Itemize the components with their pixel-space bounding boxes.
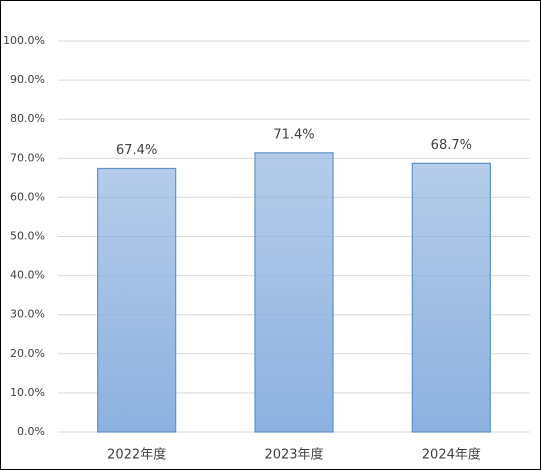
y-tick-label: 80.0% bbox=[10, 112, 45, 125]
x-tick-label: 2024年度 bbox=[422, 447, 481, 463]
x-tick-label: 2022年度 bbox=[107, 447, 166, 463]
value-label: 67.4% bbox=[116, 143, 157, 158]
bar bbox=[97, 167, 177, 433]
y-tick-label: 0.0% bbox=[17, 425, 45, 438]
bar bbox=[254, 152, 334, 433]
y-tick-label: 20.0% bbox=[10, 347, 45, 360]
value-label: 71.4% bbox=[273, 127, 314, 142]
bar bbox=[411, 162, 491, 433]
x-tick-label: 2023年度 bbox=[264, 447, 323, 463]
y-tick-label: 30.0% bbox=[10, 308, 45, 321]
y-tick-label: 10.0% bbox=[10, 386, 45, 399]
y-tick-label: 100.0% bbox=[3, 34, 45, 47]
y-tick-label: 50.0% bbox=[10, 230, 45, 243]
y-tick-label: 70.0% bbox=[10, 151, 45, 164]
y-tick-label: 90.0% bbox=[10, 73, 45, 86]
y-tick-label: 40.0% bbox=[10, 269, 45, 282]
value-label: 68.7% bbox=[431, 138, 472, 153]
y-tick-label: 60.0% bbox=[10, 190, 45, 203]
